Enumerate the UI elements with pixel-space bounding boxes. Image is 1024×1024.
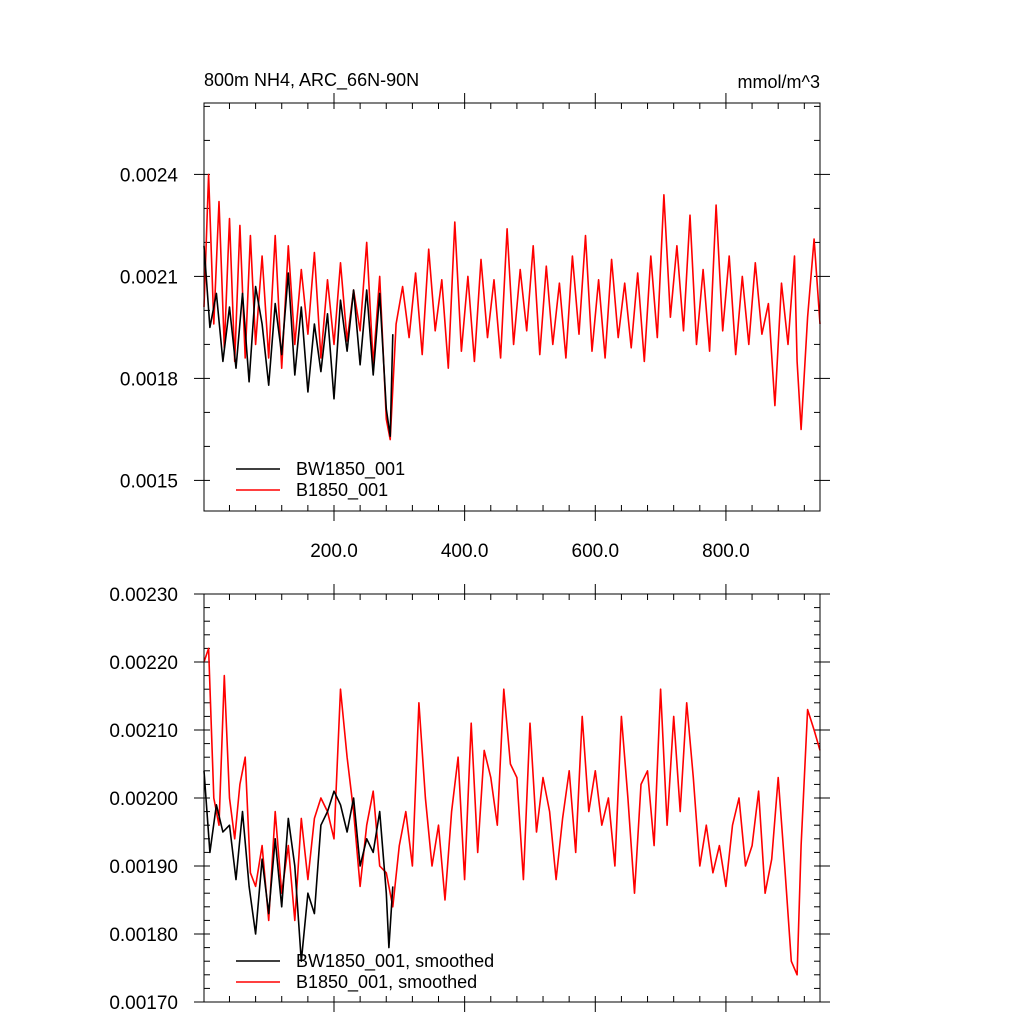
series-line-bw1850 [203, 245, 394, 438]
series-group [203, 647, 821, 976]
x-tick-label: 600.0 [572, 541, 620, 562]
x-tick-label: 200.0 [310, 541, 358, 562]
plot-frame [203, 102, 821, 512]
series-line-b1850 [203, 173, 821, 441]
bottom-panel: 0.00170 0.00180 0.00190 0.00200 0.00210 0.002… [109, 584, 830, 1014]
x-tick-label: 800.0 [702, 541, 750, 562]
legend-label: BW1850_001 [296, 459, 405, 480]
y-tick-label: 0.00210 [109, 721, 178, 742]
y-tick-label: 0.0021 [120, 267, 178, 288]
y-axis-ticks: 0.0015 0.0018 0.0021 0.0024 [120, 165, 830, 492]
series-line-bw1850 [203, 770, 394, 963]
y-tick-label: 0.0024 [120, 165, 179, 186]
y-tick-label: 0.00230 [109, 585, 178, 606]
y-tick-label: 0.0015 [120, 471, 178, 492]
y-tick-label: 0.00170 [109, 993, 178, 1014]
y-tick-label: 0.0018 [120, 369, 178, 390]
series-group [203, 173, 821, 441]
legend-label: BW1850_001, smoothed [296, 951, 494, 972]
legend-label: B1850_001, smoothed [296, 972, 477, 993]
chart-title: 800m NH4, ARC_66N-90N [204, 70, 419, 91]
y-tick-label: 0.00220 [109, 653, 178, 674]
y-tick-label: 0.00190 [109, 857, 178, 878]
series-line-b1850 [203, 647, 821, 976]
plot-frame [203, 593, 821, 1003]
y-tick-label: 0.00180 [109, 925, 178, 946]
x-axis-ticks [333, 584, 727, 1012]
x-axis-ticks: 200.0 400.0 600.0 800.0 [310, 93, 750, 562]
legend-label: B1850_001 [296, 480, 388, 501]
y-tick-label: 0.00200 [109, 789, 178, 810]
units-label: mmol/m^3 [738, 72, 820, 92]
y-axis-ticks: 0.00170 0.00180 0.00190 0.00200 0.00210 0.002… [109, 585, 830, 1014]
x-tick-label: 400.0 [441, 541, 489, 562]
top-panel: 800m NH4, ARC_66N-90N mmol/m^3 0.00150.0… [120, 70, 830, 562]
minor-ticks [204, 594, 820, 1003]
